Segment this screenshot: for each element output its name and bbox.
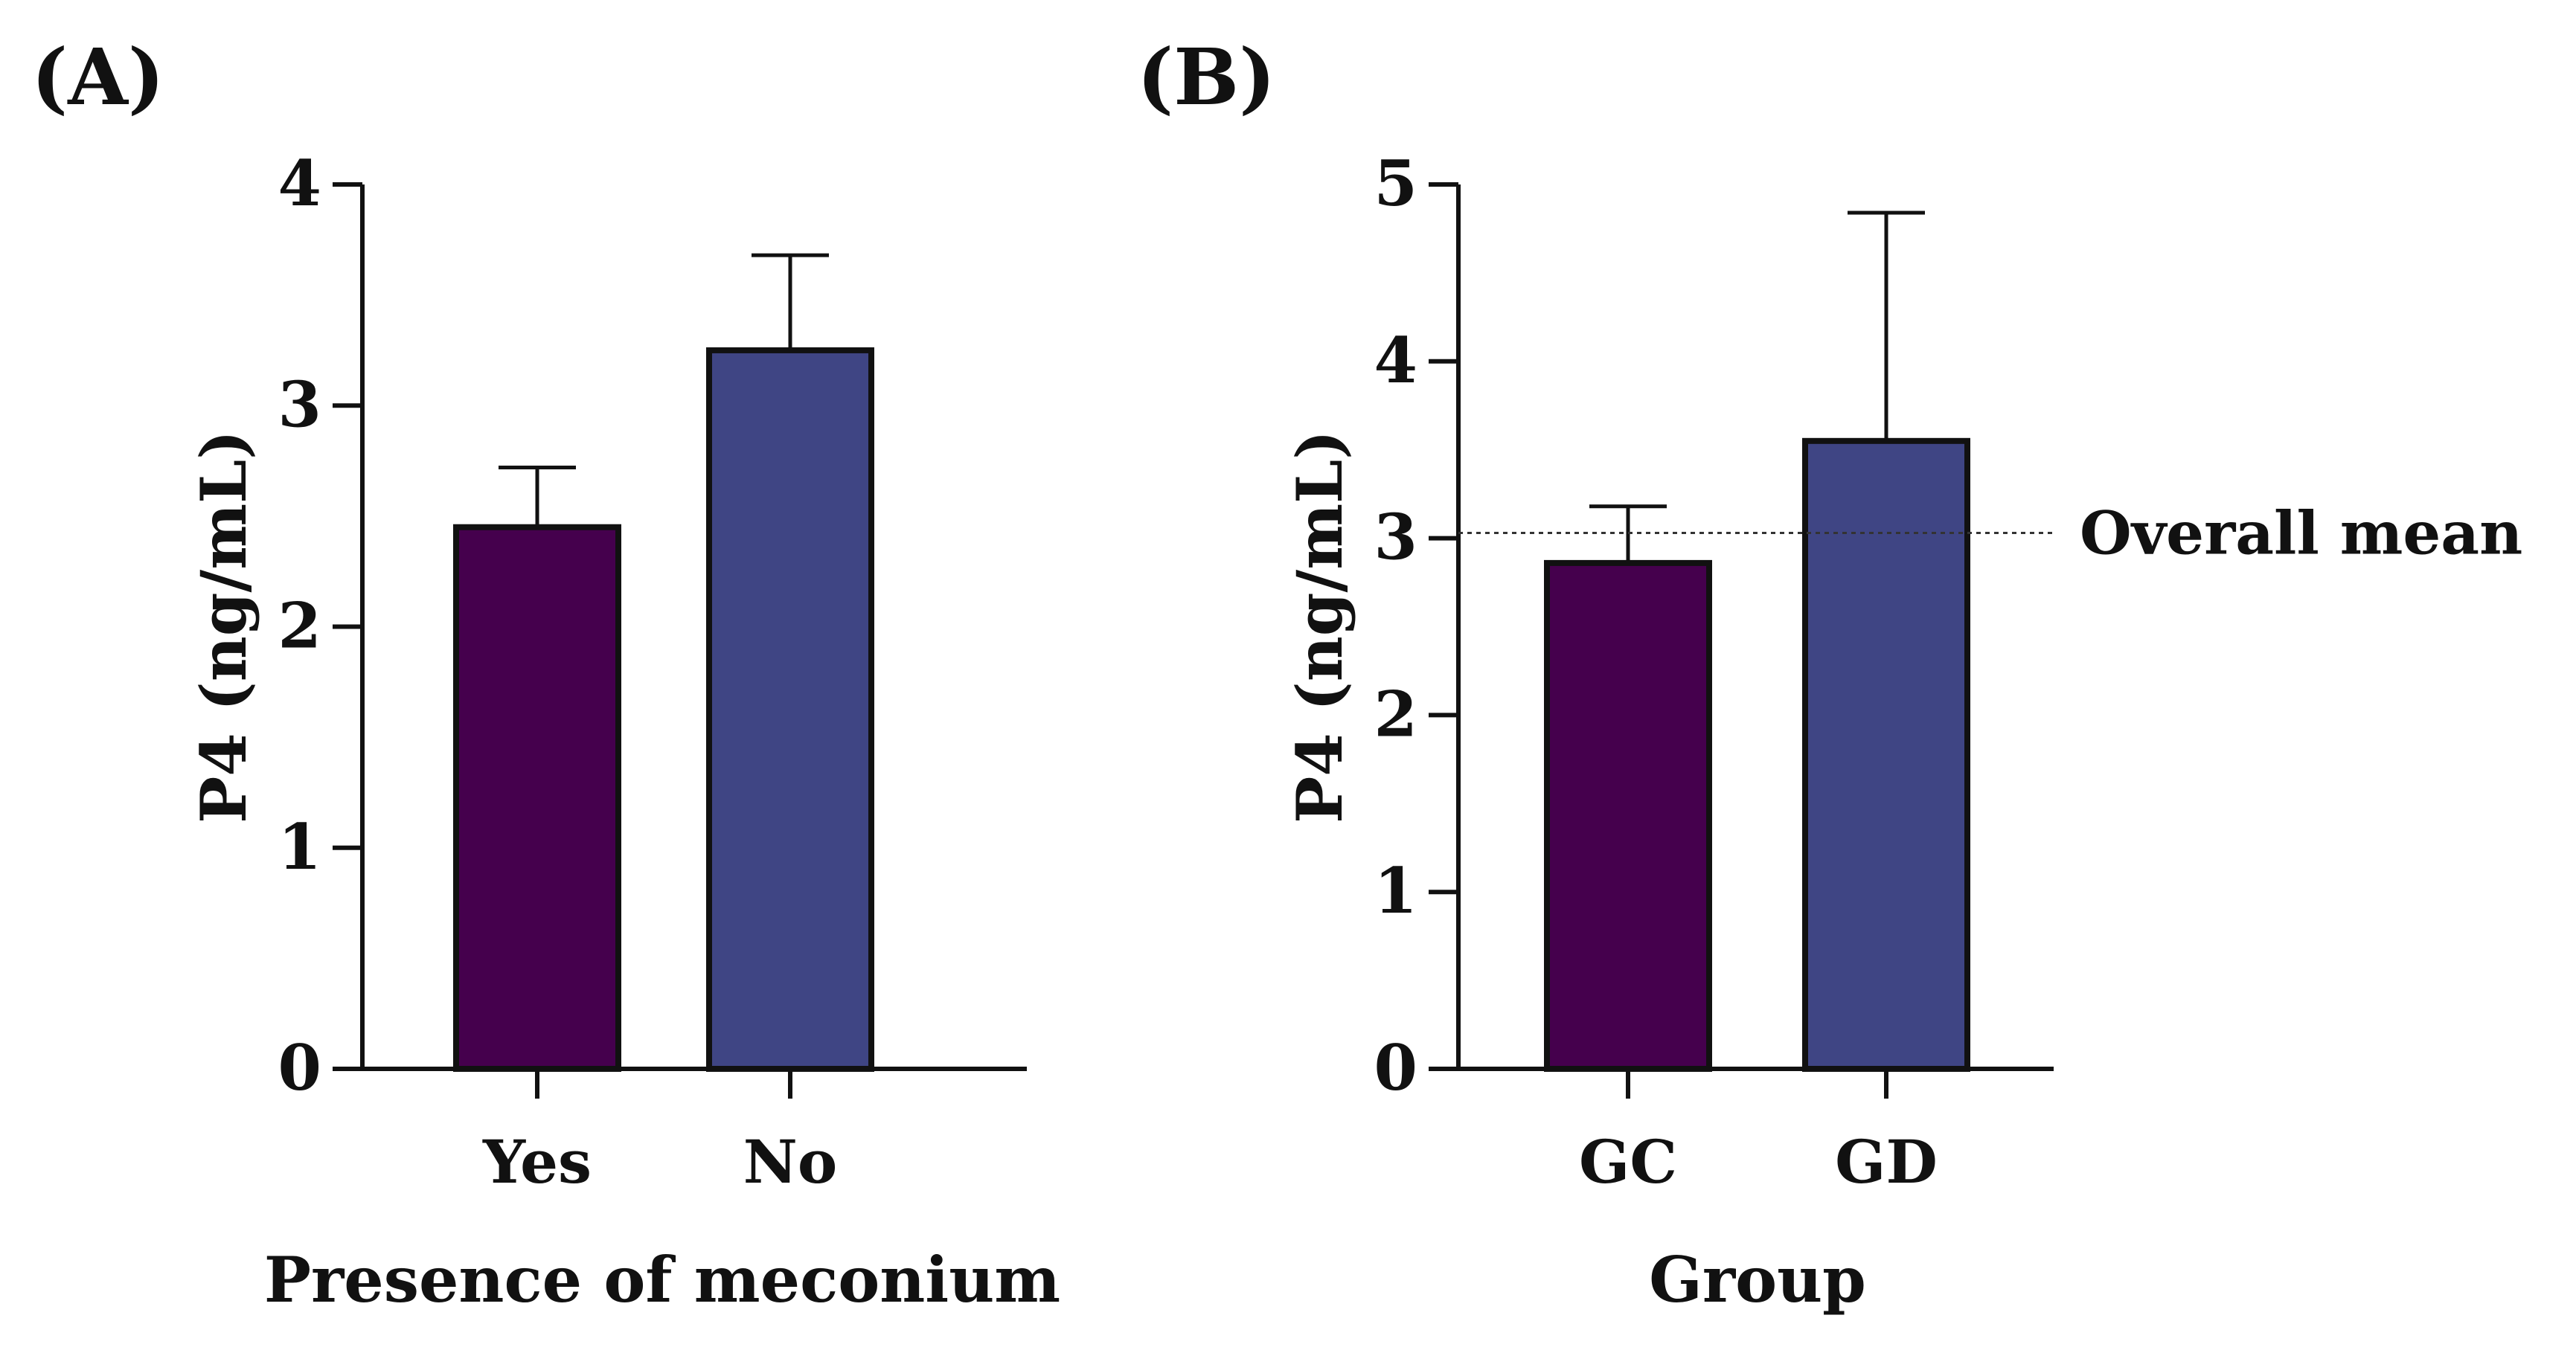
bar-yes (453, 524, 621, 1072)
panel-label: (B) (1137, 31, 1275, 123)
x-tick-label: GD (1835, 1127, 1938, 1197)
y-tick-label: 5 (1374, 147, 1417, 220)
y-tick-label: 3 (278, 367, 321, 441)
y-tick-label: 4 (1374, 324, 1417, 397)
panel-label: (A) (31, 31, 164, 123)
y-tick-label: 4 (278, 147, 321, 220)
y-tick-label: 3 (1374, 501, 1417, 574)
x-tick-label: GC (1579, 1127, 1677, 1197)
y-tick-label: 1 (1374, 854, 1417, 928)
y-axis-title: P4 (ng/mL) (1283, 430, 1356, 823)
bar-gd (1802, 437, 1970, 1072)
x-tick-label: Yes (482, 1127, 592, 1197)
x-tick-label: No (743, 1127, 837, 1197)
overall-mean-label: Overall mean (2080, 498, 2522, 568)
x-axis-title: Group (1649, 1243, 1866, 1317)
y-tick-label: 2 (1374, 677, 1417, 751)
y-tick-label: 2 (278, 589, 321, 663)
bar-gc (1544, 559, 1712, 1072)
x-axis-title: Presence of meconium (264, 1243, 1060, 1317)
y-tick-label: 1 (278, 810, 321, 884)
y-tick-label: 0 (1374, 1031, 1417, 1105)
y-tick-label: 0 (278, 1031, 321, 1105)
bar-no (706, 347, 874, 1072)
y-axis-title: P4 (ng/mL) (187, 430, 260, 823)
